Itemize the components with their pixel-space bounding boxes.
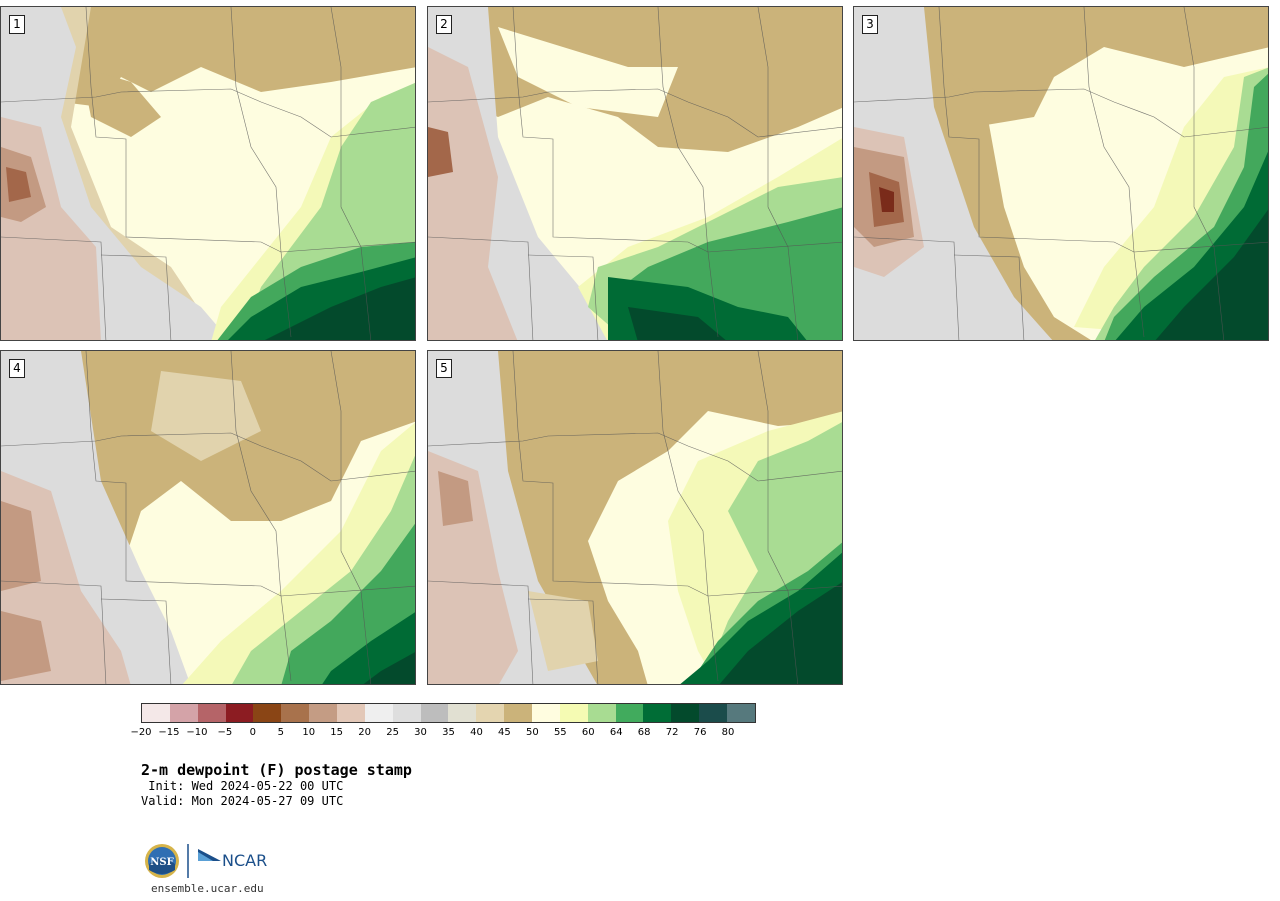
colorbar-swatch <box>225 704 254 722</box>
colorbar-tick-label: 35 <box>442 727 455 738</box>
nsf-ncar-logo: NSF NCAR <box>145 844 267 878</box>
colorbar-swatch <box>420 704 449 722</box>
colorbar-tick-label: −5 <box>217 727 233 738</box>
panel-number-label: 2 <box>436 15 452 34</box>
colorbar-tick-label: 45 <box>498 727 511 738</box>
colorbar-tick-label: −10 <box>186 727 208 738</box>
colorbar-swatch <box>504 704 533 722</box>
colorbar-swatch <box>448 704 477 722</box>
colorbar-swatch <box>169 704 198 722</box>
svg-text:NSF: NSF <box>150 857 173 868</box>
colorbar-tick-label: 40 <box>470 727 483 738</box>
colorbar-swatch <box>643 704 672 722</box>
dewpoint-map-4 <box>1 351 415 684</box>
dewpoint-map-3 <box>854 7 1268 340</box>
map-panel-5: 5 <box>427 350 843 685</box>
map-panel-3: 3 <box>853 6 1269 341</box>
colorbar-swatch <box>337 704 365 722</box>
colorbar-tick-label: 20 <box>358 727 371 738</box>
dewpoint-map-2 <box>428 7 842 340</box>
map-panel-2: 2 <box>427 6 843 341</box>
colorbar-swatch <box>364 704 393 722</box>
website-url: ensemble.ucar.edu <box>151 882 264 895</box>
colorbar-tick-label: 50 <box>525 727 539 738</box>
colorbar-swatch <box>671 704 700 722</box>
figure-title: 2-m dewpoint (F) postage stamp <box>141 761 412 779</box>
colorbar-swatch <box>281 704 310 722</box>
colorbar-swatch <box>476 704 505 722</box>
colorbar-tick-label: 60 <box>581 727 595 738</box>
map-panel-1: 1 <box>0 6 416 341</box>
panel-number-label: 5 <box>436 359 452 378</box>
colorbar-tick-label: −15 <box>158 727 180 738</box>
colorbar-tick-label: 64 <box>609 727 623 738</box>
colorbar-tick-label: 25 <box>386 727 399 738</box>
colorbar-tick-label: 0 <box>249 727 256 738</box>
colorbar-swatch <box>615 704 644 722</box>
colorbar-tick-label: 30 <box>414 727 427 738</box>
dewpoint-map-1 <box>1 7 415 340</box>
dewpoint-map-5 <box>428 351 842 684</box>
panel-number-label: 4 <box>9 359 25 378</box>
colorbar-swatch <box>197 704 226 722</box>
colorbar-swatch <box>253 704 282 722</box>
colorbar-tick-labels: −20 −15 −10 −5 0 5 10 15 20 25 30 35 40 45 50 55 60 64 68 7… <box>130 727 756 743</box>
colorbar-swatch <box>587 704 616 722</box>
nsf-logo-icon: NSF <box>145 844 179 878</box>
colorbar-swatch <box>142 704 170 722</box>
colorbar-tick-label: 72 <box>665 727 679 738</box>
panel-number-label: 1 <box>9 15 25 34</box>
colorbar-tick-label: 15 <box>330 727 344 738</box>
colorbar-swatch <box>727 704 755 722</box>
colorbar-swatch <box>392 704 421 722</box>
colorbar-swatch <box>309 704 338 722</box>
map-panel-4: 4 <box>0 350 416 685</box>
init-time-label: Init: Wed 2024-05-22 00 UTC <box>141 779 344 793</box>
colorbar-tick-label: 68 <box>637 727 651 738</box>
colorbar-tick-label: 55 <box>553 727 567 738</box>
panel-number-label: 3 <box>862 15 878 34</box>
colorbar-swatch <box>699 704 728 722</box>
colorbar-swatch <box>532 704 560 722</box>
valid-time-label: Valid: Mon 2024-05-27 09 UTC <box>141 794 344 808</box>
ncar-logo-icon: NCAR <box>198 849 267 870</box>
svg-text:NCAR: NCAR <box>222 851 267 870</box>
colorbar-swatch <box>559 704 588 722</box>
colorbar-tick-label: 80 <box>721 727 735 738</box>
colorbar-tick-label: 10 <box>302 727 316 738</box>
dewpoint-colorbar <box>141 703 756 723</box>
colorbar-tick-label: 76 <box>693 727 707 738</box>
colorbar-tick-label: 5 <box>277 727 284 738</box>
colorbar-tick-label: −20 <box>130 727 152 738</box>
